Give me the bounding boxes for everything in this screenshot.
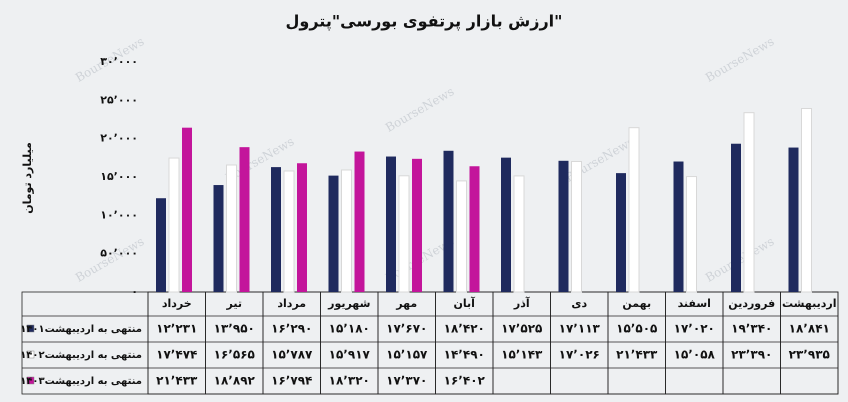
table-value: ۱۷٬۳۷۰ bbox=[386, 374, 427, 388]
bar bbox=[686, 176, 697, 293]
legend-label: منتهی به اردیبهشت۱۴۰۳ bbox=[20, 376, 142, 387]
table-value: ۱۷٬۴۷۴ bbox=[156, 348, 197, 362]
bar bbox=[469, 166, 480, 292]
table-value: ۱۷٬۰۲۰ bbox=[674, 322, 715, 336]
table-value: ۱۲٬۲۳۱ bbox=[156, 322, 197, 336]
table-value: ۲۱٬۴۳۳ bbox=[156, 374, 198, 388]
table-value: ۱۵٬۱۸۰ bbox=[329, 322, 370, 336]
y-tick-label: ۱۵٬۰۰۰ bbox=[100, 170, 138, 183]
table-value: ۱۴٬۴۹۰ bbox=[444, 348, 485, 362]
y-tick-label: ۳۰٬۰۰۰ bbox=[100, 55, 138, 68]
bar bbox=[386, 156, 396, 292]
bar bbox=[628, 127, 640, 293]
chart-title: ارزش بازار پرتفوی بورسی"پترول" bbox=[286, 12, 563, 32]
y-tick-label: ۰ bbox=[131, 285, 138, 298]
x-tick-label: خرداد bbox=[162, 297, 192, 310]
table-value: ۱۷٬۵۲۵ bbox=[501, 322, 542, 336]
table-value: ۱۶٬۵۶۵ bbox=[214, 348, 255, 362]
table-value: ۱۷٬۰۲۶ bbox=[559, 348, 600, 362]
bar bbox=[168, 157, 180, 293]
legend-label: منتهی به اردیبهشت۱۴۰۱ bbox=[20, 324, 142, 335]
table-value: ۱۵٬۱۴۳ bbox=[501, 348, 543, 362]
bar bbox=[182, 127, 192, 293]
bar bbox=[239, 147, 250, 292]
table-value: ۱۵٬۵۰۵ bbox=[616, 322, 657, 336]
x-tick-label: شهریور bbox=[327, 297, 370, 310]
table-value: ۱۶٬۲۹۰ bbox=[271, 322, 312, 336]
bar bbox=[226, 164, 237, 293]
bar bbox=[271, 167, 281, 292]
table-value: ۱۵٬۹۱۷ bbox=[329, 348, 371, 362]
x-tick-label: تیر bbox=[226, 297, 242, 310]
bar bbox=[513, 175, 525, 293]
table-value: ۲۳٬۹۳۵ bbox=[789, 348, 830, 362]
bar bbox=[731, 143, 741, 292]
table-value: ۲۱٬۴۳۳ bbox=[616, 348, 658, 362]
table-value: ۱۸٬۸۴۱ bbox=[789, 322, 830, 336]
table-value: ۱۸٬۳۲۰ bbox=[329, 374, 370, 388]
bar bbox=[283, 170, 295, 293]
x-tick-label: مهر bbox=[395, 297, 417, 310]
bar bbox=[341, 169, 352, 293]
y-axis-label: میلیارد تومان bbox=[21, 142, 34, 214]
x-tick-label: آذر bbox=[513, 296, 530, 310]
table-value: ۱۸٬۴۲۰ bbox=[444, 322, 485, 336]
table-value: ۱۷٬۶۷۰ bbox=[386, 322, 427, 336]
bar bbox=[213, 185, 224, 292]
table-value: ۲۳٬۳۹۰ bbox=[731, 348, 772, 362]
x-tick-label: فروردین bbox=[728, 297, 775, 310]
x-tick-label: اردیبهشت bbox=[782, 297, 836, 310]
y-tick-label: ۵۰٬۰۰۰ bbox=[100, 247, 138, 260]
bar bbox=[743, 112, 755, 293]
bar bbox=[801, 107, 812, 293]
table-value: ۱۵٬۷۸۷ bbox=[271, 348, 313, 362]
table-value: ۱۸٬۸۹۲ bbox=[214, 374, 256, 388]
bar bbox=[354, 151, 365, 292]
table-value: ۱۵٬۰۵۸ bbox=[674, 348, 716, 362]
bar bbox=[501, 157, 511, 292]
x-tick-label: مرداد bbox=[277, 297, 306, 310]
y-tick-label: ۲۵٬۰۰۰ bbox=[100, 93, 138, 106]
y-tick-label: ۱۰٬۰۰۰ bbox=[100, 208, 138, 221]
bar bbox=[328, 175, 339, 292]
bar bbox=[616, 173, 626, 292]
y-tick-label: ۲۰٬۰۰۰ bbox=[100, 132, 138, 145]
table-value: ۱۶٬۴۰۲ bbox=[444, 374, 486, 388]
table-value: ۱۷٬۱۱۳ bbox=[559, 322, 601, 336]
bar bbox=[558, 160, 569, 292]
legend-swatch bbox=[26, 350, 35, 359]
bar bbox=[156, 198, 166, 292]
bar bbox=[788, 147, 799, 292]
legend-swatch bbox=[26, 324, 35, 333]
x-tick-label: آبان bbox=[454, 296, 476, 310]
bar bbox=[571, 160, 582, 293]
bar bbox=[412, 158, 422, 292]
legend-label: منتهی به اردیبهشت۱۴۰۲ bbox=[20, 350, 142, 361]
table-value: ۱۶٬۷۹۴ bbox=[271, 374, 312, 388]
bar bbox=[456, 180, 467, 293]
x-tick-label: بهمن bbox=[622, 297, 651, 310]
bar bbox=[673, 161, 684, 292]
table-value: ۱۳٬۹۵۰ bbox=[214, 322, 255, 336]
bar bbox=[398, 175, 410, 293]
table-value: ۱۵٬۱۵۷ bbox=[386, 348, 428, 362]
x-tick-label: دی bbox=[571, 297, 587, 310]
legend-swatch bbox=[26, 376, 35, 385]
bar bbox=[443, 150, 454, 292]
bar bbox=[297, 163, 307, 292]
x-tick-label: اسفند bbox=[678, 297, 711, 310]
table-value: ۱۹٬۳۴۰ bbox=[731, 322, 772, 336]
